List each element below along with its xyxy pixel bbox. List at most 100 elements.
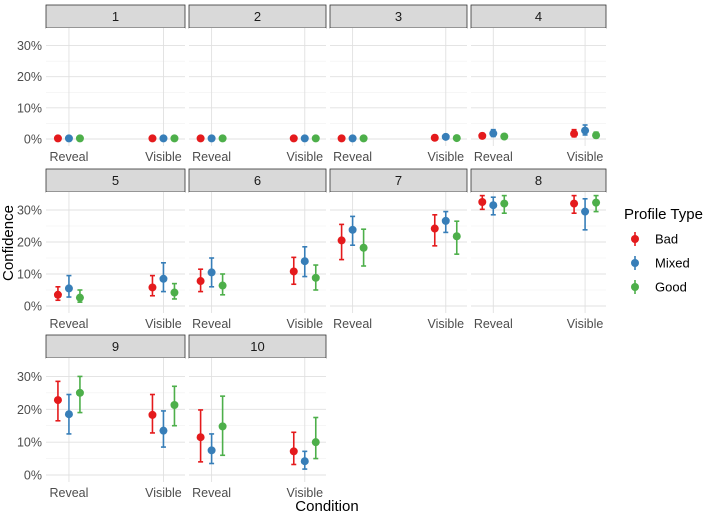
data-point — [300, 257, 309, 266]
x-tick-label: Reveal — [192, 486, 231, 500]
y-tick-label: 10% — [17, 268, 42, 282]
data-point — [75, 293, 84, 302]
data-point — [196, 277, 205, 286]
y-tick-label: 0% — [24, 469, 42, 483]
x-tick-label: Visible — [427, 317, 464, 331]
point-mixed-reveal — [489, 128, 498, 138]
facet-strip-label: 5 — [112, 173, 119, 188]
point-bad-reveal — [337, 134, 346, 143]
point-bad-visible — [289, 256, 298, 286]
y-axis-title: Confidence — [0, 205, 17, 281]
facet-strip-label: 3 — [395, 9, 402, 24]
x-tick-label: Visible — [145, 150, 182, 164]
point-good-visible — [311, 416, 320, 460]
x-tick-label: Reveal — [333, 150, 372, 164]
point-bad-reveal — [196, 268, 205, 293]
point-bad-visible — [148, 274, 157, 297]
legend-key-point — [631, 259, 639, 267]
facet-panel-5: 5 0% 10% 20% 30% Reveal Visible — [17, 168, 186, 331]
point-mixed-visible — [581, 124, 590, 136]
data-point — [64, 134, 73, 143]
point-bad-reveal — [196, 409, 205, 463]
x-axis-title: Condition — [295, 498, 358, 515]
facet-strip-label: 8 — [535, 173, 542, 188]
facet-panel-4: 4 Reveal Visible — [470, 4, 607, 164]
y-tick-label: 20% — [17, 236, 42, 250]
x-tick-label: Reveal — [474, 317, 513, 331]
legend-item-mixed: Mixed — [631, 256, 690, 271]
data-point — [170, 288, 179, 297]
data-point — [359, 134, 368, 143]
point-bad-reveal — [478, 194, 487, 211]
point-bad-visible — [430, 133, 439, 142]
data-point — [348, 134, 357, 143]
point-good-reveal — [218, 395, 227, 457]
point-mixed-visible — [300, 450, 309, 470]
point-mixed-visible — [159, 261, 168, 293]
data-point — [289, 447, 298, 456]
data-point — [148, 283, 157, 292]
data-point — [478, 131, 487, 140]
data-point — [53, 396, 62, 405]
legend-item-bad: Bad — [631, 232, 678, 247]
point-bad-visible — [289, 431, 298, 466]
data-point — [75, 388, 84, 397]
legend-key-point — [631, 283, 639, 291]
y-tick-label: 20% — [17, 70, 42, 84]
data-point — [300, 457, 309, 466]
facet-panel-2: 2 Reveal Visible — [188, 4, 327, 164]
point-mixed-reveal — [64, 274, 73, 298]
data-point — [159, 134, 168, 143]
y-tick-label: 30% — [17, 370, 42, 384]
x-tick-label: Reveal — [192, 150, 231, 164]
data-point — [207, 134, 216, 143]
data-point — [311, 273, 320, 282]
x-tick-label: Visible — [567, 150, 604, 164]
point-bad-reveal — [53, 285, 62, 302]
data-point — [196, 433, 205, 442]
legend-label: Mixed — [655, 256, 690, 271]
facet-strip-label: 10 — [250, 339, 264, 354]
point-good-reveal — [359, 134, 368, 143]
point-good-visible — [592, 131, 601, 140]
data-point — [478, 198, 487, 206]
facet-strip-label: 9 — [112, 339, 119, 354]
x-tick-label: Reveal — [49, 486, 88, 500]
data-point — [581, 126, 590, 135]
data-point — [64, 284, 73, 293]
data-point — [430, 224, 439, 233]
point-good-reveal — [75, 375, 84, 414]
x-tick-label: Reveal — [192, 317, 231, 331]
facet-strip-label: 2 — [254, 9, 261, 24]
data-point — [207, 446, 216, 455]
data-point — [359, 243, 368, 252]
data-point — [218, 281, 227, 290]
y-tick-label: 20% — [17, 403, 42, 417]
point-bad-reveal — [196, 134, 205, 143]
data-point — [170, 401, 179, 410]
data-point — [64, 410, 73, 419]
point-mixed-visible — [300, 246, 309, 278]
data-point — [489, 129, 498, 138]
data-point — [592, 131, 601, 140]
y-tick-label: 10% — [17, 436, 42, 450]
point-mixed-reveal — [207, 433, 216, 465]
data-point — [452, 232, 461, 241]
legend-key-point — [631, 235, 639, 243]
point-bad-visible — [148, 134, 157, 143]
point-mixed-visible — [159, 410, 168, 448]
data-point — [196, 134, 205, 143]
data-point — [170, 134, 179, 143]
data-point — [441, 132, 450, 141]
facet-panel-1: 10%10%20%30%Reveal Visible — [17, 4, 186, 164]
point-bad-visible — [430, 214, 439, 247]
point-bad-reveal — [337, 223, 346, 261]
point-mixed-visible — [300, 134, 309, 143]
x-tick-label: Reveal — [474, 150, 513, 164]
data-point — [218, 134, 227, 143]
data-point — [289, 134, 298, 143]
y-tick-label: 30% — [17, 204, 42, 218]
point-good-reveal — [75, 289, 84, 303]
data-point — [500, 132, 509, 141]
